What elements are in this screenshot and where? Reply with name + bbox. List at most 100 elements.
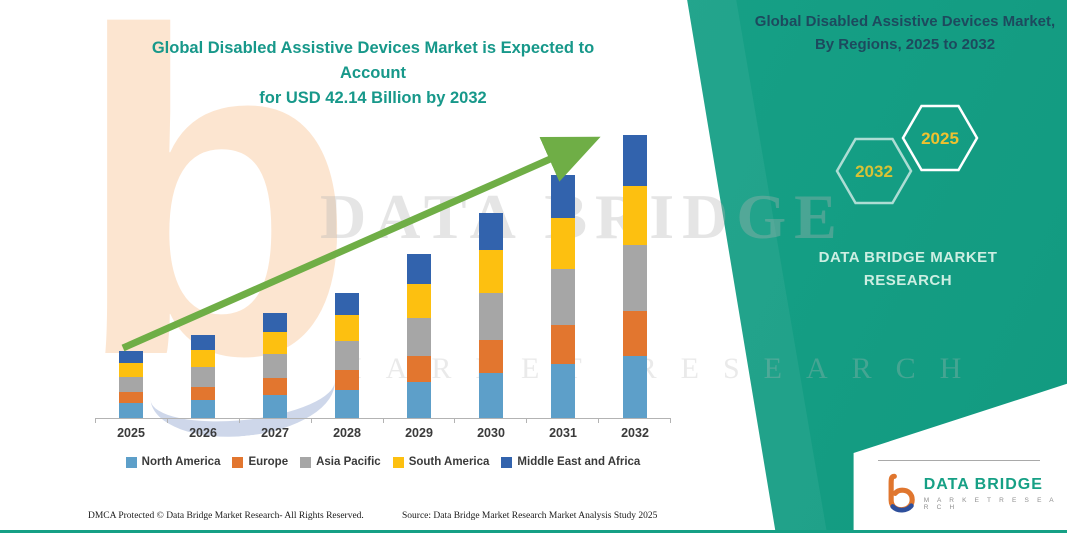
axis-tick — [455, 419, 528, 423]
stacked-bar-2026 — [191, 334, 215, 418]
logo-divider-line — [878, 460, 1040, 461]
legend-item-europe: Europe — [232, 456, 288, 468]
bar-group-2027 — [239, 128, 311, 418]
bar-group-2030 — [455, 128, 527, 418]
logo-b-shape — [888, 473, 915, 513]
x-axis-label-2031: 2031 — [549, 426, 577, 440]
x-labels: 2025 2026 2027 2028 2029 2030 2031 2032 — [95, 426, 671, 440]
year-hexagons: 2032 2025 — [835, 104, 979, 205]
bar-segment-north-america — [479, 373, 503, 418]
legend-label-north-america: North America — [141, 456, 221, 468]
legend-item-south-america: South America — [392, 456, 489, 468]
bar-group-2032 — [599, 128, 671, 418]
bar-segment-north-america — [551, 364, 575, 418]
axis-tick — [96, 419, 168, 423]
bar-segment-asia-pacific — [551, 269, 575, 326]
bar-segment-europe — [335, 370, 359, 391]
bar-segment-europe — [119, 392, 143, 404]
stacked-bar-2032 — [623, 135, 647, 418]
bar-segment-middle-east-and-africa — [263, 313, 287, 332]
data-bridge-logo-icon — [888, 473, 915, 513]
bar-segment-south-america — [407, 283, 431, 318]
legend-item-north-america: North America — [125, 456, 221, 468]
bar-group-2026 — [167, 128, 239, 418]
legend-label-asia-pacific: Asia Pacific — [316, 456, 381, 468]
bar-segment-asia-pacific — [119, 376, 143, 393]
bar-segment-middle-east-and-africa — [335, 292, 359, 316]
bar-segment-north-america — [407, 381, 431, 418]
hexagon-2025-outline — [901, 104, 979, 172]
bar-segment-south-america — [551, 218, 575, 270]
x-axis-label-2029: 2029 — [405, 426, 433, 440]
bar-segment-north-america — [623, 355, 647, 418]
legend-swatch-europe — [232, 456, 244, 468]
x-axis-label-2032: 2032 — [621, 426, 649, 440]
bar-segment-europe — [191, 386, 215, 400]
footer-source-text: Source: Data Bridge Market Research Mark… — [402, 511, 658, 521]
x-axis-label-2027: 2027 — [261, 426, 289, 440]
bar-segment-south-america — [623, 185, 647, 246]
logo-text: DATA BRIDGE M A R K E T R E S E A R C H — [924, 476, 1067, 511]
page-title: Global Disabled Assistive Devices Market… — [118, 36, 628, 110]
logo-name: DATA BRIDGE — [923, 475, 1043, 493]
bar-segment-middle-east-and-africa — [479, 213, 503, 251]
x-axis-label-2026: 2026 — [189, 426, 217, 440]
company-logo: DATA BRIDGE M A R K E T R E S E A R C H — [884, 469, 1067, 517]
legend-item-middle-east-and-africa: Middle East and Africa — [501, 456, 640, 468]
stacked-bar-2029 — [407, 254, 431, 418]
stacked-bar-2030 — [479, 213, 503, 418]
bar-segment-asia-pacific — [407, 317, 431, 356]
bar-segment-asia-pacific — [623, 245, 647, 311]
axis-tick — [240, 419, 312, 423]
legend-swatch-middle-east-and-africa — [501, 456, 513, 468]
bar-segment-europe — [479, 340, 503, 373]
legend-label-middle-east-and-africa: Middle East and Africa — [517, 456, 641, 468]
hexagon-2032-label: 2032 — [855, 162, 893, 181]
stacked-bar-2028 — [335, 292, 359, 418]
stacked-bar-2031 — [551, 174, 575, 418]
bar-group-2031 — [527, 128, 599, 418]
bar-group-2028 — [311, 128, 383, 418]
bottom-accent-line — [0, 530, 1067, 533]
side-panel-brand-line2: RESEARCH — [863, 272, 953, 290]
bar-segment-north-america — [191, 399, 215, 418]
page-title-line1: Global Disabled Assistive Devices Market… — [151, 39, 595, 82]
legend-label-europe: Europe — [248, 456, 289, 468]
legend-swatch-asia-pacific — [300, 456, 312, 468]
bar-segment-south-america — [191, 349, 215, 368]
bar-segment-middle-east-and-africa — [551, 174, 575, 219]
axis-tick — [384, 419, 456, 423]
axis-tick — [599, 419, 671, 423]
bar-segment-middle-east-and-africa — [191, 334, 215, 350]
chart-area: 2025 2026 2027 2028 2029 2030 2031 2032 — [95, 128, 671, 440]
legend-swatch-south-america — [392, 456, 404, 468]
legend-swatch-north-america — [125, 456, 137, 468]
bar-segment-europe — [551, 325, 575, 365]
logo-swoosh — [890, 503, 914, 513]
axis-tick — [312, 419, 384, 423]
logo-tagline: M A R K E T R E S E A R C H — [923, 496, 1057, 511]
page-title-line2: for USD 42.14 Billion by 2032 — [259, 88, 487, 107]
bar-segment-north-america — [263, 395, 287, 418]
axis-tick — [527, 419, 600, 423]
plot-area — [95, 128, 671, 419]
stacked-bar-2027 — [263, 313, 287, 418]
bar-segment-asia-pacific — [191, 367, 215, 387]
side-panel-brand: DATA BRIDGE MARKET RESEARCH — [793, 246, 1023, 293]
bar-segment-asia-pacific — [479, 293, 503, 341]
bar-segment-europe — [407, 355, 431, 382]
bar-segment-south-america — [335, 315, 359, 342]
bar-segment-middle-east-and-africa — [623, 135, 647, 186]
x-axis-label-2028: 2028 — [333, 426, 361, 440]
stacked-bar-2025 — [119, 350, 143, 418]
bar-group-2025 — [95, 128, 167, 418]
bar-segment-south-america — [263, 331, 287, 355]
bar-segment-asia-pacific — [263, 354, 287, 379]
side-panel-title: Global Disabled Assistive Devices Market… — [754, 13, 1056, 54]
bar-group-2029 — [383, 128, 455, 418]
bar-segment-south-america — [119, 362, 143, 377]
bar-segment-europe — [263, 378, 287, 396]
bar-segment-north-america — [119, 403, 143, 418]
bar-segment-north-america — [335, 390, 359, 418]
